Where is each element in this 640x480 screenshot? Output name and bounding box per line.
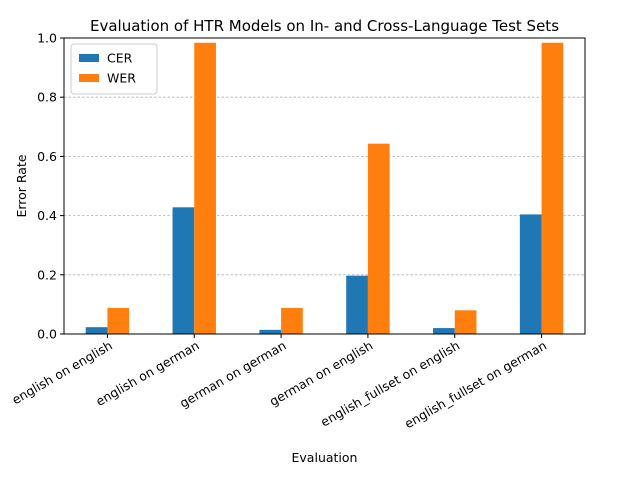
y-tick-label: 0.4 xyxy=(37,208,57,223)
legend-swatch-cer xyxy=(79,54,99,62)
bar-cer-4 xyxy=(346,275,368,334)
y-tick-label: 0.6 xyxy=(37,149,57,164)
plot-frame xyxy=(63,37,586,335)
y-tick-label: 0.2 xyxy=(37,267,57,282)
legend-label-wer: WER xyxy=(107,71,136,86)
bar-cer-2 xyxy=(172,207,195,334)
bar-wer-3 xyxy=(281,307,303,334)
bar-cer-3 xyxy=(259,329,282,334)
bar-wer-1 xyxy=(107,307,130,334)
y-tick-label: 0.0 xyxy=(37,327,57,342)
bar-wer-2 xyxy=(194,42,216,335)
legend: CER WER xyxy=(70,43,158,95)
y-tick-label: 1.0 xyxy=(37,31,57,46)
y-tick-label: 0.8 xyxy=(37,90,57,105)
bar-wer-4 xyxy=(367,143,390,334)
bar-cer-1 xyxy=(85,327,108,334)
x-tick-label: english_fullset on german xyxy=(402,338,549,432)
bar-cer-5 xyxy=(433,328,455,334)
bar-cer-6 xyxy=(519,214,542,334)
x-axis-title: Evaluation xyxy=(292,450,358,465)
bars-layer xyxy=(85,42,564,335)
bar-wer-5 xyxy=(454,310,477,334)
chart-title: Evaluation of HTR Models on In- and Cros… xyxy=(90,17,559,35)
x-tick-label: english_fullset on english xyxy=(318,338,462,430)
y-axis-title: Error Rate xyxy=(14,154,29,217)
grid-layer xyxy=(64,96,585,276)
legend-swatch-wer xyxy=(79,74,99,82)
bar-wer-6 xyxy=(541,42,564,335)
legend-label-cer: CER xyxy=(107,51,133,66)
